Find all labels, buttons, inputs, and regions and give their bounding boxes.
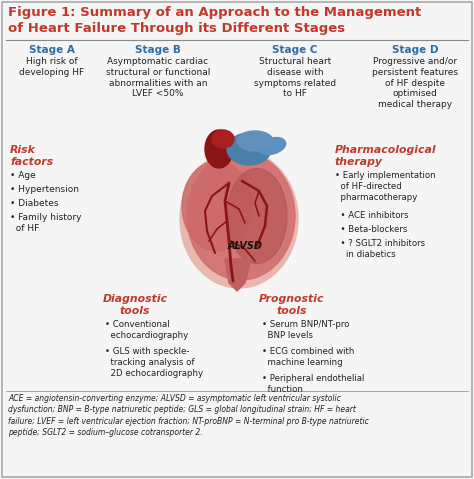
- Text: Figure 1: Summary of an Approach to the Management: Figure 1: Summary of an Approach to the …: [8, 6, 421, 19]
- Text: Stage C: Stage C: [272, 45, 318, 55]
- Text: Asymptomatic cardiac
structural or functional
abnormalities with an
LVEF <50%: Asymptomatic cardiac structural or funct…: [106, 57, 210, 98]
- Text: ALVSD: ALVSD: [228, 241, 263, 251]
- Text: Progressive and/or
persistent features
of HF despite
optimised
medical therapy: Progressive and/or persistent features o…: [372, 57, 458, 109]
- Text: • Beta-blockers: • Beta-blockers: [335, 225, 407, 234]
- Text: Prognostic
tools: Prognostic tools: [259, 294, 325, 316]
- Text: • Diabetes: • Diabetes: [10, 199, 58, 208]
- Text: High risk of
developing HF: High risk of developing HF: [19, 57, 84, 77]
- Text: • Conventional
  echocardiography: • Conventional echocardiography: [105, 320, 188, 340]
- Text: • Family history
  of HF: • Family history of HF: [10, 213, 82, 233]
- Text: Structural heart
disease with
symptoms related
to HF: Structural heart disease with symptoms r…: [254, 57, 336, 98]
- Polygon shape: [225, 259, 251, 291]
- Ellipse shape: [187, 152, 295, 280]
- Ellipse shape: [180, 150, 298, 288]
- Ellipse shape: [182, 161, 252, 251]
- Ellipse shape: [205, 130, 233, 168]
- Text: • ACE inhibitors: • ACE inhibitors: [335, 211, 409, 220]
- Text: Stage B: Stage B: [135, 45, 181, 55]
- Text: • Early implementation
  of HF-directed
  pharmacotherapy: • Early implementation of HF-directed ph…: [335, 171, 436, 202]
- Text: • ? SGLT2 inhibitors
    in diabetics: • ? SGLT2 inhibitors in diabetics: [335, 239, 425, 259]
- Text: • Serum BNP/NT-pro
  BNP levels: • Serum BNP/NT-pro BNP levels: [262, 320, 349, 340]
- Text: ACE = angiotensin-converting enzyme; ALVSD = asymptomatic left ventricular systo: ACE = angiotensin-converting enzyme; ALV…: [8, 394, 369, 437]
- Text: • GLS with speckle-
  tracking analysis of
  2D echocardiography: • GLS with speckle- tracking analysis of…: [105, 347, 203, 377]
- Ellipse shape: [258, 137, 286, 155]
- Text: of Heart Failure Through its Different Stages: of Heart Failure Through its Different S…: [8, 22, 345, 35]
- Ellipse shape: [212, 130, 234, 148]
- Text: Pharmacological
therapy: Pharmacological therapy: [335, 145, 437, 167]
- Text: • Age: • Age: [10, 171, 36, 180]
- Text: Risk
factors: Risk factors: [10, 145, 53, 167]
- Ellipse shape: [227, 133, 271, 165]
- Text: • Hypertension: • Hypertension: [10, 185, 79, 194]
- Text: Stage D: Stage D: [392, 45, 438, 55]
- Ellipse shape: [227, 169, 287, 263]
- Ellipse shape: [237, 131, 273, 151]
- Text: • Peripheral endothelial
  function: • Peripheral endothelial function: [262, 374, 365, 394]
- Text: Diagnostic
tools: Diagnostic tools: [102, 294, 168, 316]
- Text: • ECG combined with
  machine learning: • ECG combined with machine learning: [262, 347, 355, 367]
- Text: Stage A: Stage A: [29, 45, 75, 55]
